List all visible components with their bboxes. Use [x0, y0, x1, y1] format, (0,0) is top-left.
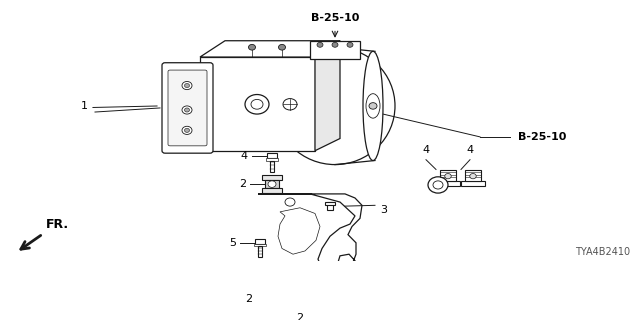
Circle shape: [285, 198, 295, 206]
Ellipse shape: [363, 51, 383, 161]
Text: 4: 4: [241, 151, 248, 161]
Circle shape: [182, 106, 192, 114]
Circle shape: [317, 42, 323, 47]
Bar: [266, 295, 290, 300]
Bar: [262, 188, 282, 193]
Bar: [286, 293, 310, 298]
Ellipse shape: [366, 94, 380, 118]
Circle shape: [470, 173, 476, 179]
Bar: [266, 158, 278, 161]
Bar: [436, 180, 460, 186]
Polygon shape: [278, 208, 320, 254]
Circle shape: [283, 99, 297, 110]
Bar: [265, 180, 279, 188]
FancyBboxPatch shape: [168, 70, 207, 146]
Circle shape: [278, 44, 285, 50]
Text: 4: 4: [422, 145, 429, 155]
Circle shape: [184, 108, 189, 112]
Circle shape: [332, 42, 338, 47]
Text: B-25-10: B-25-10: [518, 132, 566, 142]
Bar: [262, 175, 282, 180]
Bar: [290, 283, 306, 293]
Circle shape: [184, 84, 189, 88]
Circle shape: [251, 100, 263, 109]
Circle shape: [245, 94, 269, 114]
Bar: [327, 202, 333, 210]
Bar: [325, 202, 335, 205]
Bar: [267, 153, 277, 158]
Bar: [258, 246, 262, 258]
Bar: [254, 244, 266, 246]
Text: 4: 4: [467, 145, 474, 155]
Bar: [310, 41, 360, 59]
Circle shape: [182, 126, 192, 134]
Circle shape: [268, 181, 276, 188]
Circle shape: [184, 128, 189, 132]
Circle shape: [445, 173, 451, 179]
Bar: [461, 180, 485, 186]
FancyBboxPatch shape: [162, 63, 213, 153]
Circle shape: [347, 42, 353, 47]
Bar: [440, 170, 456, 180]
Polygon shape: [258, 194, 362, 274]
Circle shape: [433, 181, 443, 189]
Text: FR.: FR.: [46, 218, 69, 231]
Bar: [270, 161, 274, 172]
Bar: [270, 284, 286, 295]
Bar: [200, 57, 315, 151]
Circle shape: [182, 82, 192, 90]
Text: B-25-10: B-25-10: [311, 13, 359, 23]
Text: 5: 5: [229, 238, 236, 248]
Circle shape: [428, 177, 448, 193]
Polygon shape: [315, 41, 340, 151]
Circle shape: [295, 286, 301, 291]
Text: 2: 2: [239, 179, 246, 189]
Bar: [465, 170, 481, 180]
Circle shape: [275, 288, 281, 293]
Text: 2: 2: [296, 313, 303, 320]
Text: TYA4B2410: TYA4B2410: [575, 247, 630, 258]
Text: 1: 1: [81, 101, 88, 111]
Polygon shape: [200, 41, 340, 57]
Ellipse shape: [275, 47, 395, 164]
Circle shape: [369, 103, 377, 109]
Bar: [255, 239, 265, 244]
Text: 3: 3: [380, 205, 387, 215]
Text: 2: 2: [245, 294, 252, 304]
Circle shape: [248, 44, 255, 50]
